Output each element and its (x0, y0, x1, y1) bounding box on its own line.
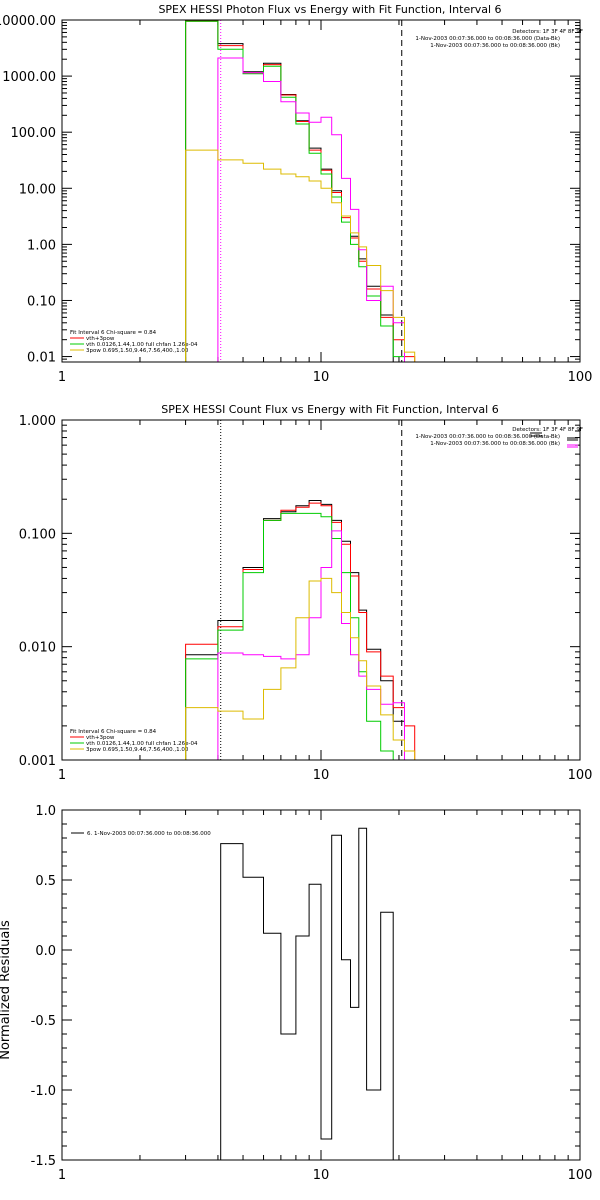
count-flux-title: SPEX HESSI Count Flux vs Energy with Fit… (161, 403, 498, 416)
photon-y-tick-label: 10.00 (19, 182, 56, 197)
photon-series-data-bk (185, 20, 394, 362)
count-flux-panel: SPEX HESSI Count Flux vs Energy with Fit… (19, 403, 593, 783)
photon-x-tick-label: 1 (58, 370, 66, 385)
residual-x-tick-label: 10 (313, 1168, 330, 1183)
count-y-tick-label: 0.001 (19, 754, 56, 769)
residuals-legend-text: 6. 1-Nov-2003 00:07:36.000 to 00:08:36.0… (87, 831, 211, 837)
count-plot-frame (61, 419, 581, 761)
count-y-tick-label: 0.010 (19, 641, 56, 656)
photon-y-tick-label: 100.00 (11, 126, 57, 141)
photon-series-bk (217, 57, 405, 362)
count-detectors-note: Detectors: 1F 3F 4F 8F 9F (512, 427, 583, 433)
photon-fit-chisq: Fit Interval 6 Chi-square = 0.84 (70, 330, 157, 336)
residuals-panel: Normalized Residuals 6. 1-Nov-2003 00:07… (0, 804, 592, 1183)
photon-detectors-note: Detectors: 1F 3F 4F 8F 9F (512, 29, 583, 35)
count-series-3pow (185, 577, 416, 760)
count-x-tick-label: 1 (58, 768, 66, 783)
residual-x-tick-label: 100 (568, 1168, 593, 1183)
photon-y-tick-label: 1000.00 (2, 70, 56, 85)
photon-series-3pow (185, 149, 416, 362)
photon-plot-frame (61, 19, 581, 363)
photon-fit-label-vth3pow: vth+3pow (86, 336, 115, 342)
photon-x-tick-label: 10 (313, 370, 330, 385)
photon-data-bk-note: 1-Nov-2003 00:07:36.000 to 00:08:36.000 … (415, 36, 560, 42)
residual-y-tick-label: -1.0 (31, 1084, 56, 1099)
count-fit-label-vth: vth 0.0126,1.44,1.00 full chfan 1.26e-04 (86, 741, 198, 747)
count-data-bk-note: 1-Nov-2003 00:07:36.000 to 00:08:36.000 … (415, 434, 560, 440)
count-bk-note: 1-Nov-2003 00:07:36.000 to 00:08:36.000 … (430, 441, 560, 447)
count-y-tick-label: 1.000 (19, 414, 56, 429)
count-fit-label-3pow: 3pow 0.695,1.50,9.46,7.56,400.,1.00 (86, 747, 189, 753)
residual-y-tick-label: 1.0 (35, 804, 56, 819)
count-fit-chisq: Fit Interval 6 Chi-square = 0.84 (70, 729, 157, 735)
count-fit-label-vth3pow: vth+3pow (86, 735, 115, 741)
residual-plot-frame (61, 809, 581, 1161)
residual-y-tick-label: 0.5 (35, 874, 56, 889)
photon-y-tick-label: 0.01 (27, 351, 56, 366)
residual-x-tick-label: 1 (58, 1168, 66, 1183)
photon-series-vth (185, 20, 405, 362)
count-y-tick-label: 0.100 (19, 527, 56, 542)
count-x-tick-label: 100 (568, 768, 593, 783)
residual-y-tick-label: 0.0 (35, 944, 56, 959)
photon-fit-label-vth: vth 0.0126,1.44,1.00 full chfan 1.26e-04 (86, 342, 198, 348)
photon-fit-label-3pow: 3pow 0.695,1.50,9.46,7.56,400.,1.00 (86, 348, 189, 354)
count-x-tick-label: 10 (313, 768, 330, 783)
photon-bk-note: 1-Nov-2003 00:07:36.000 to 00:08:36.000 … (430, 43, 560, 49)
count-series-data-bk (185, 500, 405, 760)
photon-y-tick-label: 0.10 (27, 294, 56, 309)
photon-x-tick-label: 100 (568, 370, 593, 385)
count-series-bk (217, 530, 405, 760)
photon-y-tick-label: 1.00 (27, 238, 56, 253)
residual-y-tick-label: -0.5 (31, 1014, 56, 1029)
residuals-y-label: Normalized Residuals (0, 920, 13, 1060)
residual-series-residuals (220, 827, 394, 1160)
photon-flux-panel: SPEX HESSI Photon Flux vs Energy with Fi… (0, 3, 593, 448)
residual-y-tick-label: -1.5 (31, 1154, 56, 1169)
count-series-vth-3pow (185, 502, 416, 760)
count-series-vth (185, 512, 405, 760)
photon-flux-title: SPEX HESSI Photon Flux vs Energy with Fi… (158, 3, 501, 16)
photon-y-tick-label: 10000.00 (0, 14, 56, 29)
